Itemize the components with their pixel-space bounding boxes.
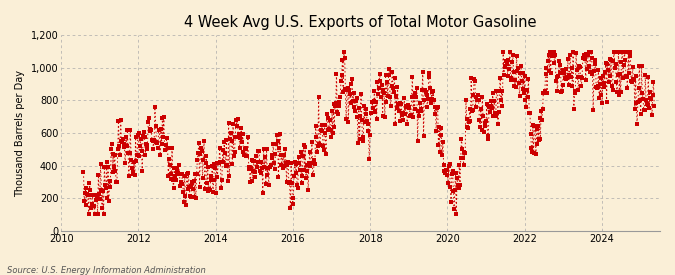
Y-axis label: Thousand Barrels per Day: Thousand Barrels per Day [15, 70, 25, 197]
Title: 4 Week Avg U.S. Exports of Total Motor Gasoline: 4 Week Avg U.S. Exports of Total Motor G… [184, 15, 537, 30]
Text: Source: U.S. Energy Information Administration: Source: U.S. Energy Information Administ… [7, 266, 205, 275]
